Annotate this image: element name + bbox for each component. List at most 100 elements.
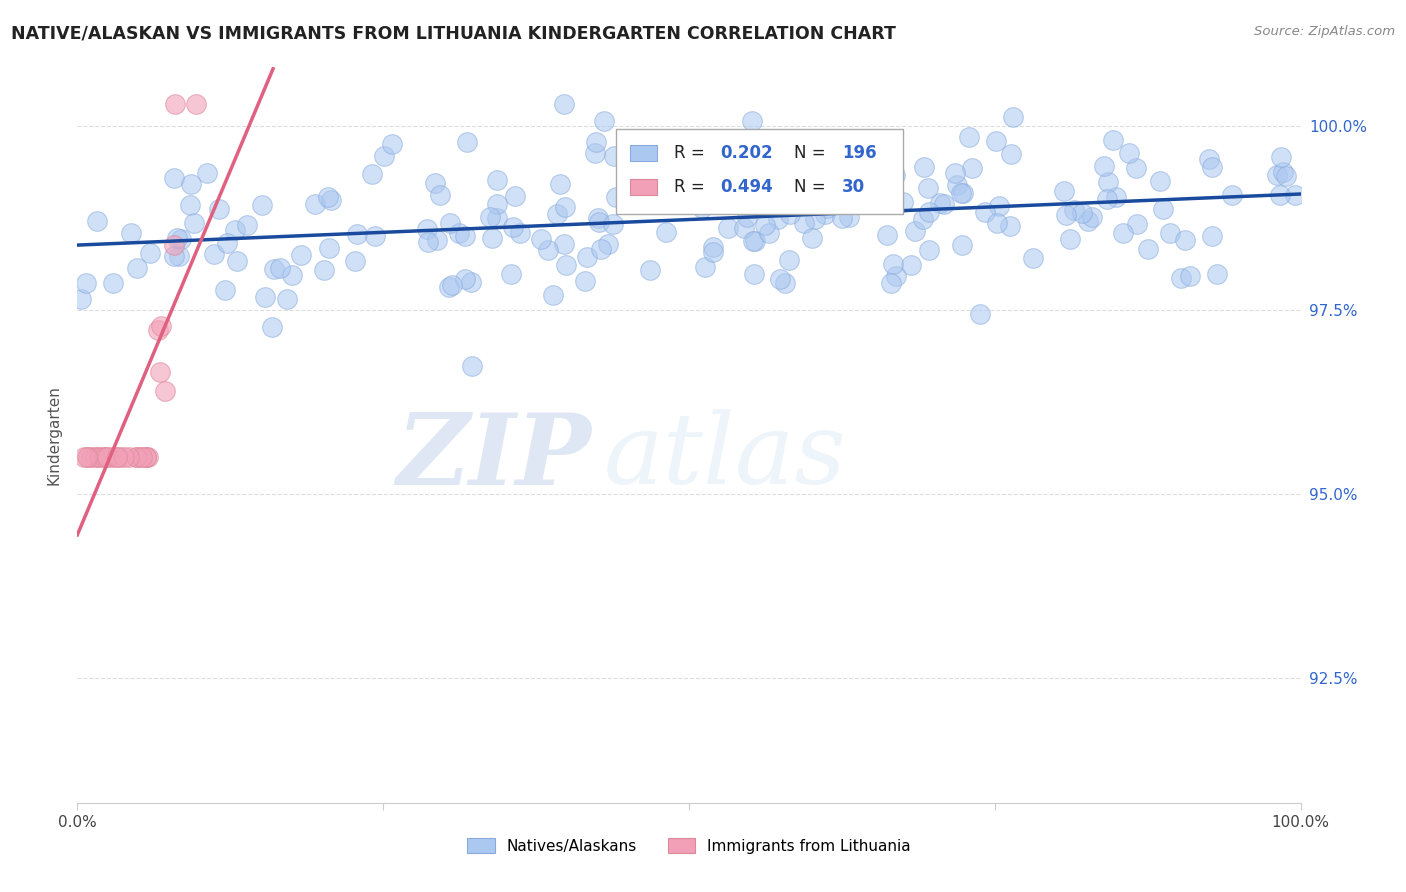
- Point: [912, 160, 935, 174]
- Point: [312, 262, 335, 277]
- Point: [1000, 147, 1022, 161]
- Point: [716, 221, 738, 235]
- Point: [617, 194, 640, 209]
- Point: [441, 278, 464, 293]
- Point: [946, 178, 969, 192]
- Point: [1198, 152, 1220, 166]
- Point: [139, 246, 162, 260]
- Point: [986, 216, 1008, 230]
- Point: [585, 135, 607, 149]
- Point: [588, 215, 610, 229]
- Point: [269, 261, 291, 276]
- Point: [86, 450, 108, 464]
- Point: [834, 189, 856, 203]
- Point: [449, 226, 471, 240]
- Point: [429, 188, 451, 202]
- Point: [235, 219, 257, 233]
- Point: [89, 450, 111, 464]
- Point: [100, 450, 122, 464]
- Point: [250, 197, 273, 211]
- Point: [741, 113, 763, 128]
- Point: [129, 450, 152, 464]
- Point: [163, 249, 186, 263]
- Point: [76, 450, 98, 464]
- Point: [702, 240, 724, 254]
- Point: [346, 227, 368, 241]
- Point: [576, 250, 599, 264]
- Point: [84, 450, 107, 464]
- Point: [224, 223, 246, 237]
- Point: [103, 276, 125, 290]
- Point: [792, 158, 814, 172]
- Point: [1097, 174, 1119, 188]
- Point: [1118, 146, 1140, 161]
- Point: [917, 180, 939, 194]
- Text: 0.494: 0.494: [721, 178, 773, 196]
- Point: [215, 235, 238, 250]
- Point: [1059, 231, 1081, 245]
- Point: [960, 161, 983, 175]
- Point: [1054, 208, 1077, 222]
- Point: [950, 186, 973, 201]
- Point: [509, 227, 531, 241]
- Point: [163, 97, 186, 112]
- Point: [1270, 187, 1292, 202]
- Text: R =: R =: [675, 144, 710, 162]
- FancyBboxPatch shape: [630, 145, 657, 161]
- Point: [195, 166, 218, 180]
- Point: [77, 450, 100, 464]
- Point: [1111, 227, 1133, 241]
- Point: [1275, 169, 1298, 183]
- Point: [693, 260, 716, 274]
- Point: [318, 241, 340, 255]
- Text: ZIP: ZIP: [396, 409, 591, 505]
- Point: [460, 275, 482, 289]
- Point: [1092, 159, 1115, 173]
- Point: [876, 227, 898, 242]
- Point: [844, 197, 866, 211]
- Text: 196: 196: [842, 144, 876, 162]
- Point: [918, 205, 941, 219]
- Point: [671, 177, 693, 191]
- Point: [316, 190, 339, 204]
- Point: [793, 216, 815, 230]
- Point: [602, 217, 624, 231]
- Point: [135, 450, 157, 464]
- Point: [416, 222, 439, 236]
- Point: [814, 207, 837, 221]
- Point: [605, 190, 627, 204]
- Point: [842, 192, 865, 206]
- Point: [1220, 187, 1243, 202]
- Point: [884, 268, 907, 283]
- Point: [461, 359, 484, 374]
- Point: [717, 188, 740, 202]
- Point: [603, 149, 626, 163]
- Point: [583, 146, 606, 161]
- Point: [733, 220, 755, 235]
- Point: [454, 272, 477, 286]
- Point: [554, 259, 576, 273]
- Point: [343, 254, 366, 268]
- Text: N =: N =: [794, 144, 831, 162]
- Point: [654, 226, 676, 240]
- Point: [988, 199, 1011, 213]
- Point: [1159, 227, 1181, 241]
- Point: [135, 450, 157, 464]
- Point: [973, 205, 995, 219]
- Point: [747, 176, 769, 190]
- Point: [1180, 268, 1202, 283]
- Point: [952, 186, 974, 201]
- Point: [163, 237, 186, 252]
- Point: [804, 212, 827, 227]
- Point: [1105, 190, 1128, 204]
- Point: [361, 167, 384, 181]
- Point: [120, 227, 142, 241]
- Point: [1063, 202, 1085, 217]
- Point: [163, 171, 186, 186]
- Point: [93, 450, 115, 464]
- Point: [208, 202, 231, 216]
- Point: [454, 229, 477, 244]
- Point: [503, 188, 526, 202]
- Point: [596, 237, 619, 252]
- Text: Source: ZipAtlas.com: Source: ZipAtlas.com: [1254, 25, 1395, 38]
